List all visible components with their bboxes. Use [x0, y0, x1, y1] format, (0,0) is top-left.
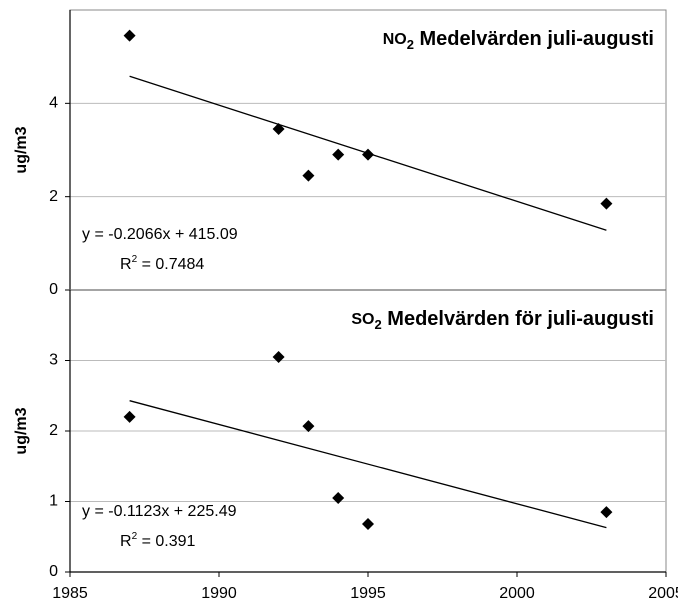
y-tick-label: 3 — [49, 352, 58, 369]
text-part: 2 — [132, 254, 138, 265]
rich-text: NO2 Medelvärden juli-augusti — [383, 28, 654, 52]
text-part: Medelvärden juli-augusti — [414, 28, 654, 50]
trend-equation: y = -0.2066x + 415.09 — [82, 226, 238, 243]
data-point — [362, 518, 374, 531]
data-point — [272, 123, 285, 135]
y-tick-label: 2 — [49, 422, 58, 439]
text-part: 2 — [375, 317, 382, 332]
data-point — [600, 197, 613, 210]
data-point — [600, 506, 613, 519]
trendline — [129, 400, 607, 529]
rich-text: R2 = 0.391 — [120, 531, 196, 551]
x-tick-label: 1990 — [201, 585, 237, 602]
data-point — [123, 410, 136, 423]
text-part: SO — [351, 311, 374, 328]
data-point — [123, 29, 136, 42]
text-part: R — [120, 533, 132, 550]
data-point — [302, 169, 315, 182]
y-tick-label: 0 — [49, 563, 58, 580]
text-part: NO — [383, 31, 407, 48]
data-point — [332, 491, 345, 504]
y-axis-label: ug/m3 — [13, 126, 30, 173]
text-part: R — [120, 256, 132, 273]
data-point — [332, 148, 345, 161]
data-point — [362, 148, 374, 161]
trend-equation: y = -0.1123x + 225.49 — [82, 503, 237, 520]
text-part: 2 — [407, 37, 414, 52]
y-tick-label: 1 — [49, 493, 58, 510]
rich-text: R2 = 0.7484 — [120, 254, 204, 274]
y-tick-label: 4 — [49, 95, 58, 112]
y-axis-label: ug/m3 — [13, 407, 30, 454]
rich-text: SO2 Medelvärden för juli-augusti — [351, 308, 654, 332]
text-part: = 0.7484 — [137, 256, 204, 273]
y-tick-label: 2 — [49, 188, 58, 205]
x-tick-label: 1985 — [52, 585, 88, 602]
y-tick-label: 0 — [49, 281, 58, 298]
text-part: Medelvärden för juli-augusti — [382, 308, 654, 330]
x-tick-label: 2000 — [499, 585, 535, 602]
x-tick-label: 1995 — [350, 585, 386, 602]
text-part: 2 — [132, 531, 138, 542]
text-part: = 0.391 — [137, 533, 195, 550]
data-point — [272, 350, 285, 363]
data-point — [302, 420, 315, 433]
x-tick-label: 2005 — [648, 585, 678, 602]
